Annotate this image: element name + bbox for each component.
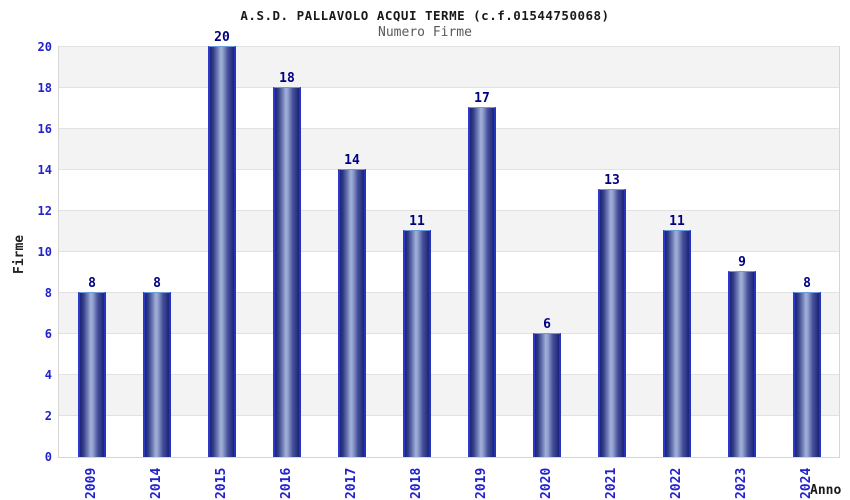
bar-2023 <box>728 271 756 457</box>
y-tick-label: 14 <box>37 163 52 177</box>
y-tick-label: 20 <box>37 40 52 54</box>
y-tick-label: 6 <box>44 327 52 341</box>
x-tick-label: 2019 <box>474 467 489 499</box>
bar-value-label: 9 <box>738 255 746 270</box>
y-tick-label: 8 <box>44 286 52 300</box>
bar-value-label: 13 <box>604 173 620 188</box>
bar-2022 <box>663 230 691 457</box>
plot-band <box>59 415 839 457</box>
x-tick-label: 2022 <box>669 467 684 499</box>
chart-title: A.S.D. PALLAVOLO ACQUI TERME (c.f.015447… <box>240 8 610 23</box>
bar-2018 <box>403 230 431 457</box>
bar-value-label: 20 <box>214 30 230 45</box>
y-axis-label: Firme <box>12 234 27 274</box>
y-tick-label: 10 <box>37 245 52 259</box>
x-tick-label: 2020 <box>539 467 554 499</box>
y-tick-label: 4 <box>44 368 52 382</box>
bar-value-label: 6 <box>543 317 551 332</box>
plot-band <box>59 87 839 129</box>
x-tick-label: 2015 <box>214 467 229 499</box>
y-tick-label: 0 <box>44 450 52 464</box>
x-tick-label: 2009 <box>84 467 99 499</box>
bar-2009 <box>78 292 106 457</box>
x-tick-label: 2016 <box>279 467 294 499</box>
chart-subtitle: Numero Firme <box>378 25 472 40</box>
bar-value-label: 8 <box>88 276 96 291</box>
bar-2021 <box>598 189 626 457</box>
plot-band <box>59 210 839 252</box>
bar-value-label: 18 <box>279 71 295 86</box>
bar-value-label: 14 <box>344 153 360 168</box>
y-tick-label: 2 <box>44 409 52 423</box>
plot-band <box>59 292 839 334</box>
y-tick-label: 12 <box>37 204 52 218</box>
plot-band <box>59 46 839 88</box>
bar-2014 <box>143 292 171 457</box>
x-axis-label: Anno <box>810 483 842 498</box>
bar-2016 <box>273 87 301 457</box>
plot-band <box>59 169 839 211</box>
y-tick-label: 18 <box>37 81 52 95</box>
plot-band <box>59 128 839 170</box>
x-tick-label: 2023 <box>734 467 749 499</box>
plot-band <box>59 374 839 416</box>
bar-2024 <box>793 292 821 457</box>
plot-band <box>59 333 839 375</box>
bar-2015 <box>208 46 236 457</box>
x-tick-label: 2014 <box>149 467 164 499</box>
bar-value-label: 11 <box>669 214 685 229</box>
bar-value-label: 11 <box>409 214 425 229</box>
bar-value-label: 8 <box>153 276 161 291</box>
bar-2020 <box>533 333 561 457</box>
y-tick-label: 16 <box>37 122 52 136</box>
x-tick-label: 2018 <box>409 467 424 499</box>
plot-band <box>59 251 839 293</box>
bar-2019 <box>468 107 496 457</box>
plot-area <box>58 46 840 458</box>
bar-value-label: 17 <box>474 91 490 106</box>
bar-2017 <box>338 169 366 457</box>
bar-value-label: 8 <box>803 276 811 291</box>
x-tick-label: 2021 <box>604 467 619 499</box>
x-tick-label: 2017 <box>344 467 359 499</box>
